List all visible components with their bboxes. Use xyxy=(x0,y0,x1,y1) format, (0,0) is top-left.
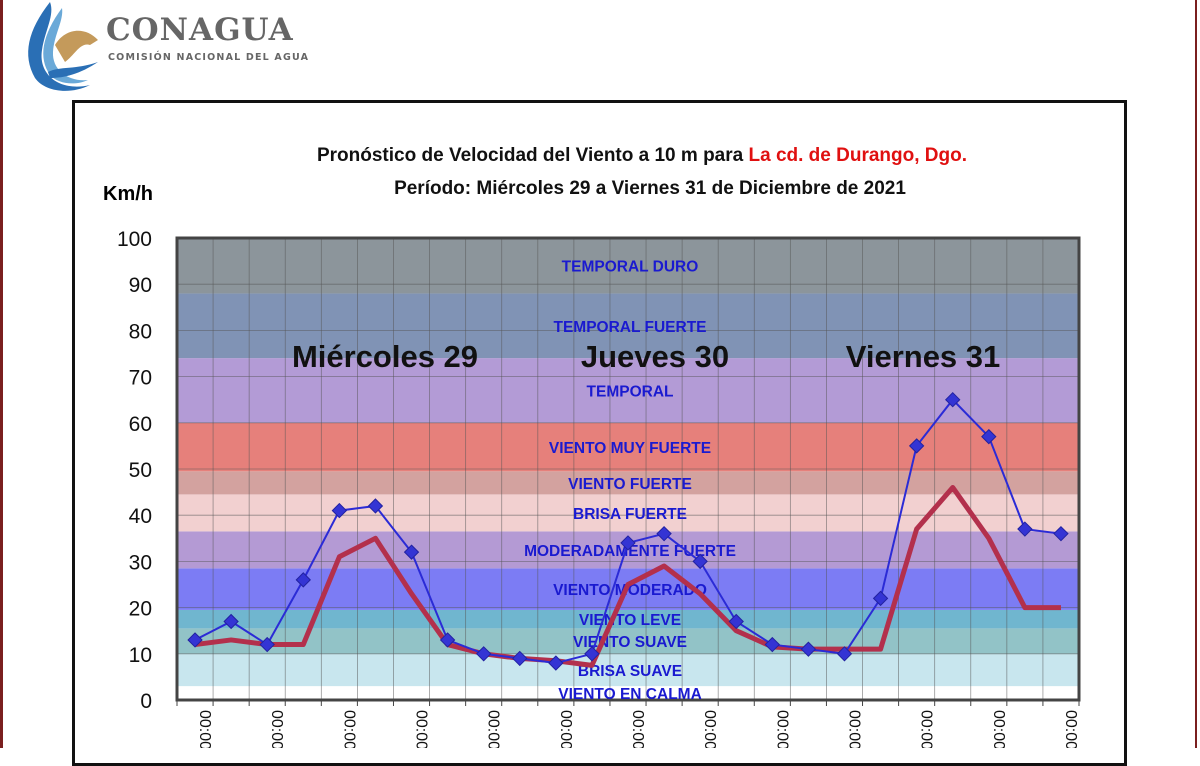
band-label: VIENTO MODERADO xyxy=(553,582,707,599)
gust-data-point xyxy=(836,646,853,662)
band-label: BRISA FUERTE xyxy=(573,506,687,523)
plot-area-border xyxy=(175,236,1081,702)
x-tick-label: 00:00 xyxy=(196,710,213,748)
gust-data-point xyxy=(908,438,925,454)
x-tick-label: 00:00 xyxy=(485,710,502,748)
x-tick-label: 00:00 xyxy=(340,710,357,748)
gust-data-point xyxy=(331,502,348,519)
y-tick-label: 10 xyxy=(129,644,152,667)
y-tick-label: 0 xyxy=(140,690,152,713)
gust-data-point xyxy=(872,590,889,607)
y-axis-label: Km/h xyxy=(103,183,153,205)
chart-title-prefix: Pronóstico de Velocidad del Viento a 10 … xyxy=(316,145,749,166)
page-edge-left xyxy=(0,0,3,748)
band-viento-en-calma xyxy=(177,686,1079,700)
gust-data-point xyxy=(764,636,781,653)
y-tick-label: 20 xyxy=(129,598,152,621)
gust-data-point xyxy=(1017,521,1033,537)
band-temporal-fuerte xyxy=(177,293,1079,359)
gust-data-point xyxy=(656,525,672,542)
band-temporal xyxy=(177,358,1079,423)
y-tick-label: 50 xyxy=(129,459,152,482)
sustained-wind-line xyxy=(194,484,1061,668)
band-label: VIENTO EN CALMA xyxy=(558,686,702,703)
gust-data-point xyxy=(439,632,456,648)
gust-data-point xyxy=(1053,525,1069,542)
band-viento-leve xyxy=(177,609,1079,629)
band-label: TEMPORAL FUERTE xyxy=(554,319,707,336)
gust-data-point xyxy=(584,646,600,662)
gust-data-point xyxy=(367,498,384,514)
y-tick-label: 40 xyxy=(129,505,152,528)
x-tick-label: 00:00 xyxy=(990,710,1007,748)
gust-data-point xyxy=(403,544,420,560)
chart-subtitle: Período: Miércoles 29 a Viernes 31 de Di… xyxy=(394,178,906,199)
gust-data-point xyxy=(800,641,817,657)
x-tick-label: 00:00 xyxy=(918,710,935,748)
gust-data-point xyxy=(981,428,997,445)
day-label: Jueves 30 xyxy=(581,339,729,374)
gust-data-point xyxy=(728,613,744,630)
gust-data-point xyxy=(223,613,239,630)
gust-data-point xyxy=(692,553,708,570)
page-edge-right xyxy=(1195,0,1197,748)
x-tick-label: 00:00 xyxy=(773,710,790,748)
x-tick-label: 00:00 xyxy=(557,710,574,748)
gust-data-point xyxy=(512,650,528,667)
band-viento-suave xyxy=(177,628,1079,654)
chart-title-location: La cd. de Durango, Dgo. xyxy=(748,145,968,166)
y-tick-label: 90 xyxy=(129,274,152,297)
band-viento-fuerte xyxy=(177,471,1079,495)
day-label: Viernes 31 xyxy=(846,339,1001,374)
water-drop-eagle-icon xyxy=(28,2,98,91)
band-label: TEMPORAL DURO xyxy=(562,259,699,276)
band-brisa-suave xyxy=(177,653,1079,687)
band-label: VIENTO LEVE xyxy=(579,612,681,629)
y-tick-label: 60 xyxy=(129,413,152,436)
conagua-logo: CONAGUA COMISIÓN NACIONAL DEL AGUA xyxy=(20,0,320,95)
x-tick-label: 00:00 xyxy=(413,710,430,748)
band-label: TEMPORAL xyxy=(587,383,674,400)
x-tick-label: 00:00 xyxy=(701,710,718,748)
y-tick-label: 100 xyxy=(117,228,152,251)
y-tick-label: 30 xyxy=(129,551,152,574)
x-tick-label: 00:00 xyxy=(1062,710,1079,748)
y-tick-label: 70 xyxy=(129,367,152,390)
day-label: Miércoles 29 xyxy=(292,339,478,374)
logo-name: CONAGUA xyxy=(106,12,294,48)
band-label: VIENTO FUERTE xyxy=(568,476,692,493)
gust-data-point xyxy=(548,655,564,671)
y-tick-label: 80 xyxy=(129,320,152,343)
x-tick-label: 00:00 xyxy=(268,710,285,748)
band-label: BRISA SUAVE xyxy=(578,663,682,680)
gust-data-point xyxy=(475,646,492,662)
gust-data-point xyxy=(295,572,311,588)
gust-data-point xyxy=(945,391,961,408)
gust-data-point xyxy=(259,636,275,653)
band-label: VIENTO MUY FUERTE xyxy=(549,440,711,457)
gust-data-point xyxy=(620,535,636,551)
x-tick-label: 00:00 xyxy=(629,710,646,748)
x-tick-label: 00:00 xyxy=(845,710,862,748)
logo-subtitle: COMISIÓN NACIONAL DEL AGUA xyxy=(108,52,310,63)
gust-data-point xyxy=(187,632,203,648)
chart-title: Pronóstico de Velocidad del Viento a 10 … xyxy=(72,145,1200,167)
wind-speed-chart: 0 10 20 30 40 50 60 70 80 90 100 VIENTO EN CALMA BRI… xyxy=(117,228,1081,748)
